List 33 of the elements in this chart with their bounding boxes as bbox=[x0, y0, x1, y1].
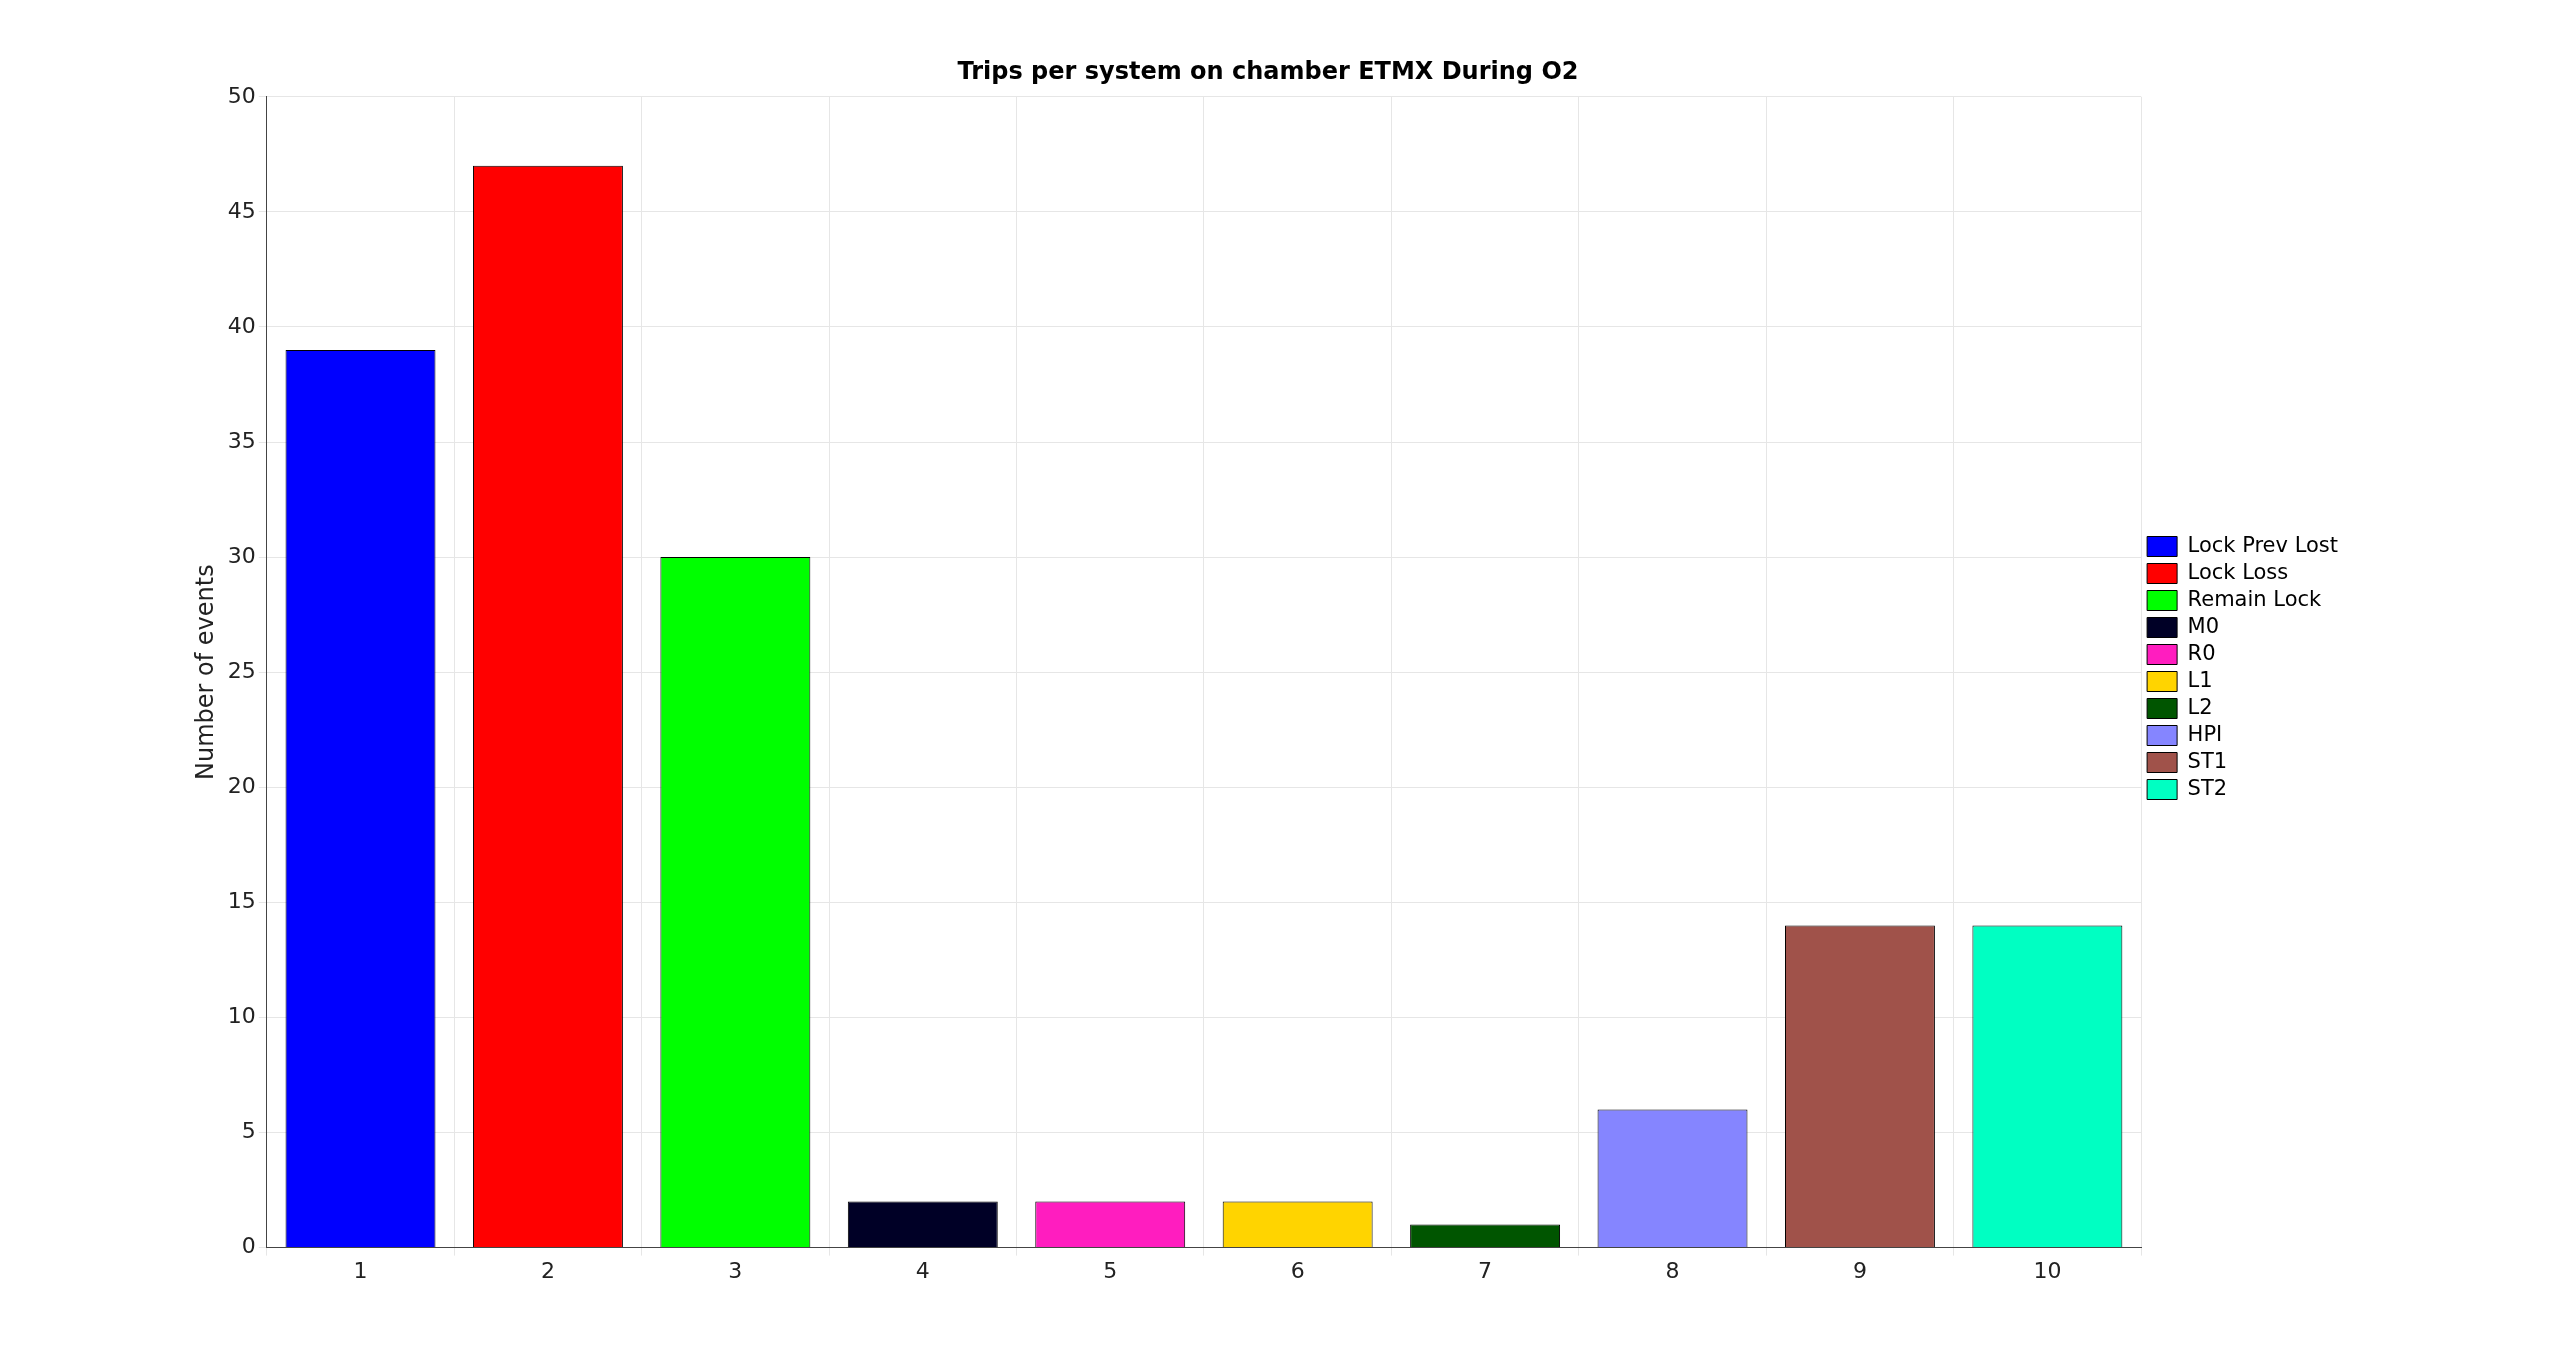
chart-title: Trips per system on chamber ETMX During O2 bbox=[957, 56, 1579, 85]
legend-label: Remain Lock bbox=[2187, 586, 2323, 611]
legend-label: M0 bbox=[2187, 613, 2220, 638]
x-tick-label: 6 bbox=[1290, 1257, 1305, 1283]
legend-label: ST2 bbox=[2187, 775, 2228, 800]
y-tick-label: 25 bbox=[227, 657, 256, 683]
y-tick-label: 15 bbox=[227, 888, 256, 914]
x-tick-label: 3 bbox=[728, 1257, 743, 1283]
legend-label: Lock Loss bbox=[2187, 559, 2289, 584]
legend-label: ST1 bbox=[2187, 748, 2228, 773]
x-tick-label: 7 bbox=[1478, 1257, 1493, 1283]
y-axis-title: Number of events bbox=[190, 564, 219, 781]
legend-label: Lock Prev Lost bbox=[2187, 532, 2338, 557]
y-tick-label: 0 bbox=[241, 1233, 256, 1259]
y-tick-label: 40 bbox=[227, 312, 256, 338]
legend-label: R0 bbox=[2187, 640, 2216, 665]
y-tick-label: 5 bbox=[241, 1118, 256, 1144]
y-tick-label: 35 bbox=[227, 427, 256, 453]
y-tick-label: 45 bbox=[227, 197, 256, 223]
x-tick-label: 9 bbox=[1852, 1257, 1867, 1283]
y-tick-label: 10 bbox=[227, 1003, 256, 1029]
legend-label: HPI bbox=[2187, 721, 2223, 746]
y-tick-label: 20 bbox=[227, 773, 256, 798]
x-tick-label: 4 bbox=[915, 1257, 930, 1283]
x-tick-label: 2 bbox=[540, 1257, 555, 1283]
y-tick-label: 30 bbox=[227, 542, 256, 568]
x-tick-label: 8 bbox=[1665, 1257, 1680, 1283]
legend-label: L1 bbox=[2187, 667, 2213, 692]
x-tick-label: 10 bbox=[2033, 1257, 2062, 1283]
x-tick-label: 5 bbox=[1103, 1257, 1118, 1283]
x-tick-label: 1 bbox=[353, 1257, 368, 1283]
legend-label: L2 bbox=[2187, 694, 2213, 719]
y-tick-label: 50 bbox=[227, 82, 256, 108]
